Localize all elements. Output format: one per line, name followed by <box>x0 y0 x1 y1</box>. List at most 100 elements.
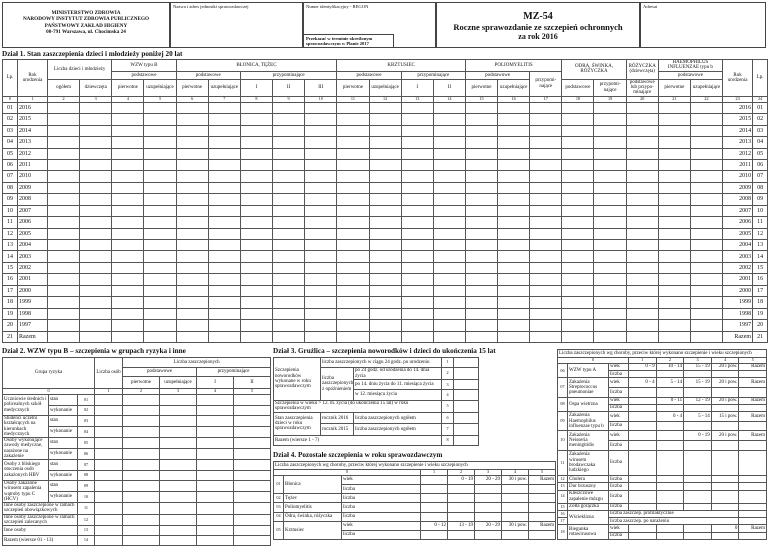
table: Szczepienia noworodków wykonane w roku s… <box>273 356 479 447</box>
empty-cell <box>368 216 402 229</box>
empty-cell <box>593 181 627 195</box>
empty-cell <box>304 136 338 149</box>
cell-text: Tężec <box>283 493 342 504</box>
empty-cell <box>175 158 209 172</box>
cell-text: 2002 <box>722 261 754 275</box>
empty-cell <box>159 469 198 481</box>
empty-cell <box>628 440 657 451</box>
empty-cell <box>561 181 595 195</box>
empty-cell <box>336 181 370 195</box>
cell-text: 5 - 14 <box>683 411 712 422</box>
empty-cell <box>79 330 113 343</box>
empty-cell <box>304 193 338 206</box>
cell-text: 2004 <box>17 238 48 252</box>
cell-text: 2008 <box>17 193 48 206</box>
empty-cell <box>625 284 659 298</box>
empty-cell <box>239 284 274 298</box>
table-body: Lp. Rok urodzenia Liczba dzieci i młodzież… <box>2 59 768 343</box>
empty-cell <box>497 307 531 321</box>
empty-cell <box>529 319 563 332</box>
cell-text: przypominające <box>239 70 338 80</box>
cell-text: 6 <box>441 412 454 425</box>
empty-cell <box>497 158 531 172</box>
form-code: MZ-54 <box>523 11 553 22</box>
empty-cell <box>628 489 657 504</box>
empty-cell <box>710 403 740 413</box>
empty-cell <box>79 113 113 126</box>
empty-cell <box>400 136 434 149</box>
cell-text: uzupełnia­jące <box>368 78 402 97</box>
cell-text: 07 <box>2 170 18 183</box>
empty-cell <box>738 403 768 413</box>
empty-cell <box>46 238 81 252</box>
cell-text: liczba <box>608 387 629 398</box>
empty-cell <box>111 307 145 321</box>
empty-cell <box>738 475 768 484</box>
cell-text: wykonanie <box>48 426 78 438</box>
empty-cell <box>529 193 563 206</box>
cell-text: wiek <box>341 474 421 486</box>
empty-cell <box>159 480 198 492</box>
empty-cell <box>304 307 338 321</box>
cell-text: wykonanie <box>48 491 78 503</box>
empty-cell <box>655 420 685 432</box>
empty-cell <box>657 261 691 275</box>
empty-cell <box>304 250 338 263</box>
empty-cell <box>233 415 272 427</box>
empty-cell <box>46 261 81 275</box>
table-row: 14 Kleszczowe zapalenie mózgu liczba <box>557 489 768 504</box>
cell-text: Razem (wiersze 1 - 7) <box>273 434 442 447</box>
empty-cell <box>304 238 338 252</box>
table-row: 08 2009 2009 08 <box>2 181 768 195</box>
empty-cell <box>239 158 274 172</box>
empty-cell <box>593 296 627 309</box>
empty-cell <box>143 136 177 149</box>
cell-text: 0 <box>710 524 740 533</box>
cell-text: pierwotne <box>657 78 691 97</box>
table-row: 16 Wścieklizna liczba zaszczep. profilakty… <box>557 509 768 526</box>
cell-text: Zakażenia Streptococcus pneumoniae <box>567 377 609 398</box>
empty-cell <box>529 227 563 241</box>
empty-cell <box>304 113 338 126</box>
empty-cell <box>447 484 475 495</box>
empty-cell <box>400 170 434 183</box>
cell-text: 09 <box>752 193 768 206</box>
cell-text: Szczepienia noworodków wykonane w roku s… <box>273 357 321 401</box>
empty-cell <box>683 440 712 451</box>
cell-text: 2001 <box>722 273 754 286</box>
empty-cell <box>239 296 274 309</box>
empty-cell <box>561 136 595 149</box>
empty-cell <box>593 193 627 206</box>
empty-cell <box>432 238 466 252</box>
empty-cell <box>368 319 402 332</box>
empty-cell <box>625 170 659 183</box>
empty-cell <box>464 273 499 286</box>
cell-text: Wścieklizna <box>567 509 609 526</box>
empty-cell <box>689 170 724 183</box>
cell-text: 30 i pow. <box>501 520 529 531</box>
empty-cell <box>561 101 595 115</box>
empty-cell <box>272 261 306 275</box>
empty-cell <box>368 238 402 252</box>
empty-cell <box>46 136 81 149</box>
table-row: 15 2002 2002 15 <box>2 261 768 275</box>
empty-cell <box>655 531 685 541</box>
empty-cell <box>46 170 81 183</box>
empty-cell <box>593 307 627 321</box>
empty-cell <box>368 273 402 286</box>
empty-cell <box>689 227 724 241</box>
empty-cell <box>689 193 724 206</box>
empty-cell <box>497 193 531 206</box>
empty-cell <box>272 136 306 149</box>
empty-cell <box>233 535 272 546</box>
table-wrap: Liczba zaszczepionych wg choroby, przeci… <box>556 349 768 541</box>
cell-text: POLIOMYELITIS <box>464 59 563 72</box>
empty-cell <box>272 101 306 115</box>
empty-cell <box>239 124 274 138</box>
cell-text: 1999 <box>17 296 48 309</box>
table-row: 04 2013 2013 04 <box>2 136 768 149</box>
empty-cell <box>79 124 113 138</box>
section-title: Dział 2. WZW typu B – szczepienia w grup… <box>2 347 186 355</box>
